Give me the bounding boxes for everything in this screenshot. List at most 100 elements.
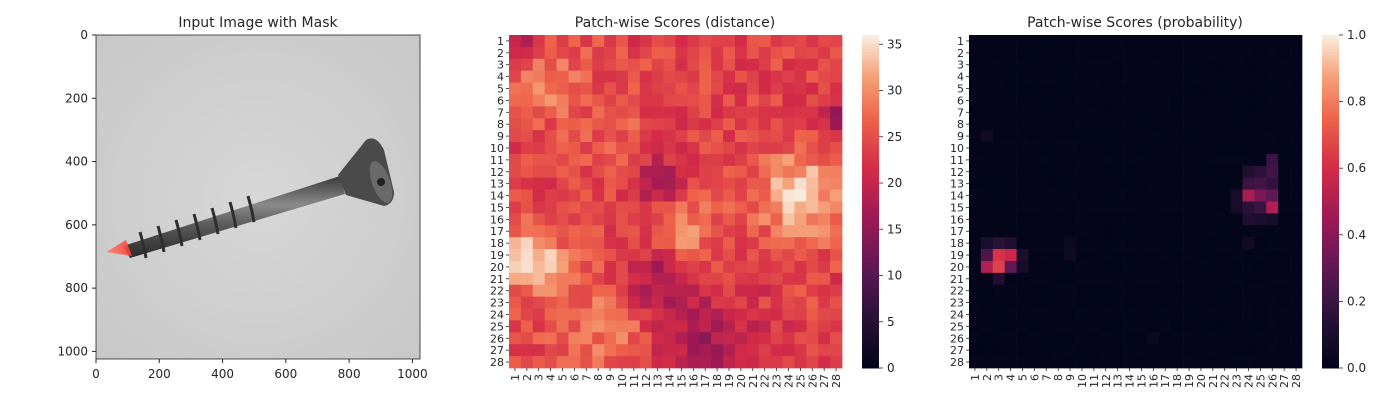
heatmap-cell <box>1040 118 1053 131</box>
heatmap-cell <box>1159 46 1172 60</box>
heatmap-cell <box>580 237 593 250</box>
heatmap-cell <box>699 130 712 143</box>
heatmap-cell <box>532 46 546 60</box>
heatmap-cell <box>532 58 546 72</box>
heatmap-cell <box>556 320 569 333</box>
heatmap-cell <box>1206 106 1220 119</box>
col-label: 7 <box>1040 374 1053 381</box>
heatmap-cell <box>592 94 605 107</box>
heatmap-cell <box>592 153 605 167</box>
heatmap-cell <box>980 249 994 262</box>
heatmap-cell <box>806 142 819 155</box>
heatmap-cell <box>1040 35 1053 48</box>
heatmap-cell <box>663 284 676 297</box>
heatmap-cell <box>1004 225 1017 238</box>
colorbar-segment <box>1322 257 1339 261</box>
heatmap-cell <box>1028 189 1041 202</box>
colorbar-segment <box>862 248 879 252</box>
heatmap-cell <box>1171 213 1184 226</box>
heatmap-cell <box>699 237 712 250</box>
heatmap-cell <box>969 296 982 309</box>
heatmap-cell <box>1040 272 1053 286</box>
heatmap-cell <box>544 35 557 48</box>
heatmap-cell <box>1171 308 1184 321</box>
colorbar-segment <box>862 284 879 289</box>
heatmap-cell <box>1064 296 1077 309</box>
heatmap-cell <box>1052 344 1065 357</box>
heatmap-cell <box>687 46 700 60</box>
heatmap-cell <box>592 82 605 95</box>
heatmap-cell <box>592 320 605 333</box>
heatmap-cell <box>639 284 653 297</box>
colorbar-segment <box>1322 232 1339 236</box>
heatmap-cell <box>830 237 843 250</box>
heatmap-cell <box>830 106 843 119</box>
heatmap-cell <box>806 237 819 250</box>
heatmap-cell <box>794 260 807 274</box>
heatmap-cell <box>1135 344 1148 357</box>
heatmap-cell <box>544 225 557 238</box>
heatmap-cell <box>734 213 748 226</box>
heatmap-cell <box>1171 237 1184 250</box>
colorbar-tick-label: 0.0 <box>1347 361 1366 375</box>
colorbar-segment <box>862 331 879 336</box>
heatmap-cell <box>1076 284 1089 297</box>
heatmap-cell <box>1147 58 1160 72</box>
heatmap-cell <box>509 106 522 119</box>
heatmap-cell <box>969 356 982 369</box>
heatmap-cell <box>556 308 569 321</box>
heatmap-cell <box>1242 58 1255 72</box>
heatmap-cell <box>806 320 819 333</box>
colorbar-segment <box>862 290 879 294</box>
heatmap-cell <box>1099 225 1113 238</box>
heatmap-cell <box>782 332 795 345</box>
colorbar-segment <box>862 362 879 366</box>
heatmap-cell <box>687 165 700 179</box>
heatmap-cell <box>687 58 700 72</box>
heatmap-cell <box>992 356 1006 369</box>
heatmap-cell <box>1016 201 1029 214</box>
probability-heatmap-panel: Patch-wise Scores (probability) 12345678… <box>950 15 1366 388</box>
heatmap-cell <box>758 82 771 95</box>
heatmap-cell <box>1206 70 1220 83</box>
heatmap-cell <box>711 272 724 286</box>
heatmap-cell <box>1147 237 1160 250</box>
heatmap-cell <box>1171 201 1184 214</box>
heatmap-cell <box>687 35 700 48</box>
colorbar-tick-label: 10 <box>887 269 902 283</box>
col-label: 22 <box>1219 374 1232 388</box>
heatmap-cell <box>651 284 664 297</box>
heatmap-cell <box>830 344 843 357</box>
heatmap-cell <box>604 142 617 155</box>
heatmap-cell <box>1004 272 1017 286</box>
heatmap-cell <box>1159 106 1172 119</box>
heatmap-cell <box>556 237 569 250</box>
heatmap-cell <box>758 142 771 155</box>
heatmap-cell <box>1099 237 1113 250</box>
heatmap-cell <box>1218 237 1231 250</box>
heatmap-cell <box>556 58 569 72</box>
heatmap-cell <box>663 225 676 238</box>
heatmap-cell <box>1099 308 1113 321</box>
heatmap-cell <box>663 213 676 226</box>
heatmap-cell <box>580 153 593 167</box>
heatmap-cell <box>711 296 724 309</box>
heatmap-cell <box>699 118 712 131</box>
x-tick-label: 1000 <box>397 367 428 381</box>
heatmap-cell <box>592 272 605 286</box>
heatmap-cell <box>1147 142 1160 155</box>
heatmap-cell <box>1135 308 1148 321</box>
colorbar-segment <box>862 143 879 147</box>
heatmap-cell <box>1028 296 1041 309</box>
heatmap-cell <box>544 58 557 72</box>
colorbar-segment <box>1322 204 1339 208</box>
heatmap-cell <box>699 165 712 179</box>
heatmap-cell <box>782 46 795 60</box>
distance-heatmap-title: Patch-wise Scores (distance) <box>575 15 775 31</box>
colorbar-segment <box>1322 259 1339 264</box>
heatmap-cell <box>556 70 569 83</box>
heatmap-cell <box>758 260 771 274</box>
heatmap-cell <box>544 201 557 214</box>
colorbar-segment <box>1322 323 1339 327</box>
colorbar-segment <box>862 334 879 338</box>
